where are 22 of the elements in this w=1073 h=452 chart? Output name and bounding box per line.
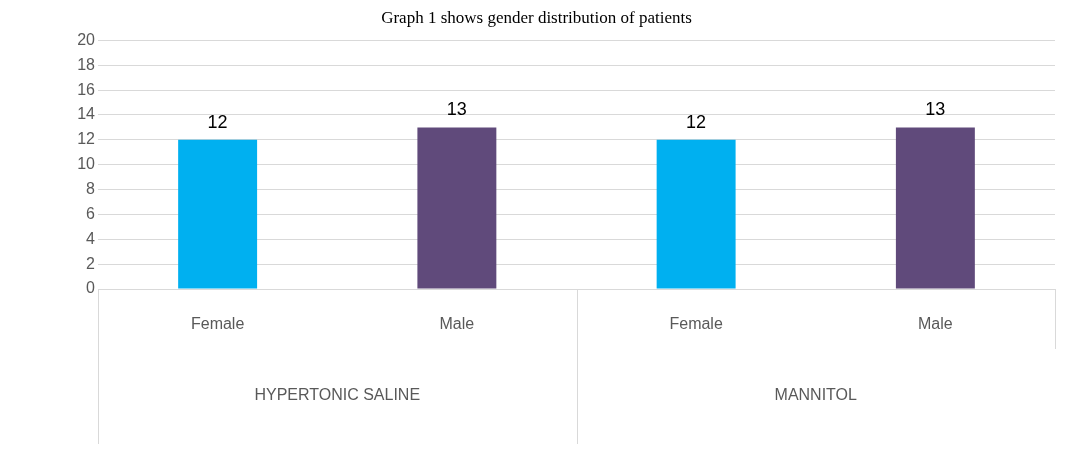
data-label: 12 <box>686 111 707 132</box>
y-tick-label: 16 <box>77 80 96 98</box>
data-label: 13 <box>446 99 467 120</box>
y-tick-label: 4 <box>86 229 96 247</box>
y-tick-label: 0 <box>86 279 96 297</box>
y-tick-label: 12 <box>77 130 96 148</box>
y-tick-label: 2 <box>86 254 96 272</box>
x-tick-label: Male <box>918 315 953 333</box>
text: HYPERTONIC SALINE <box>254 386 421 404</box>
data-label: 12 <box>207 111 228 132</box>
y-tick-label: 20 <box>77 30 96 48</box>
y-tick-label: 8 <box>86 179 96 197</box>
y-tick-label: 6 <box>86 204 96 222</box>
text: MANNITOL <box>774 386 858 404</box>
y-tick-label: 10 <box>77 155 96 173</box>
x-tick-label: Female <box>190 315 245 333</box>
x-tick-label: Male <box>439 315 475 333</box>
chart-title: Graph 1 shows gender distribution of patients <box>381 7 692 27</box>
y-tick-label: 14 <box>77 105 96 123</box>
y-tick-label: 18 <box>77 55 96 73</box>
data-label: 13 <box>925 99 946 120</box>
x-tick-label: Female <box>669 315 723 333</box>
